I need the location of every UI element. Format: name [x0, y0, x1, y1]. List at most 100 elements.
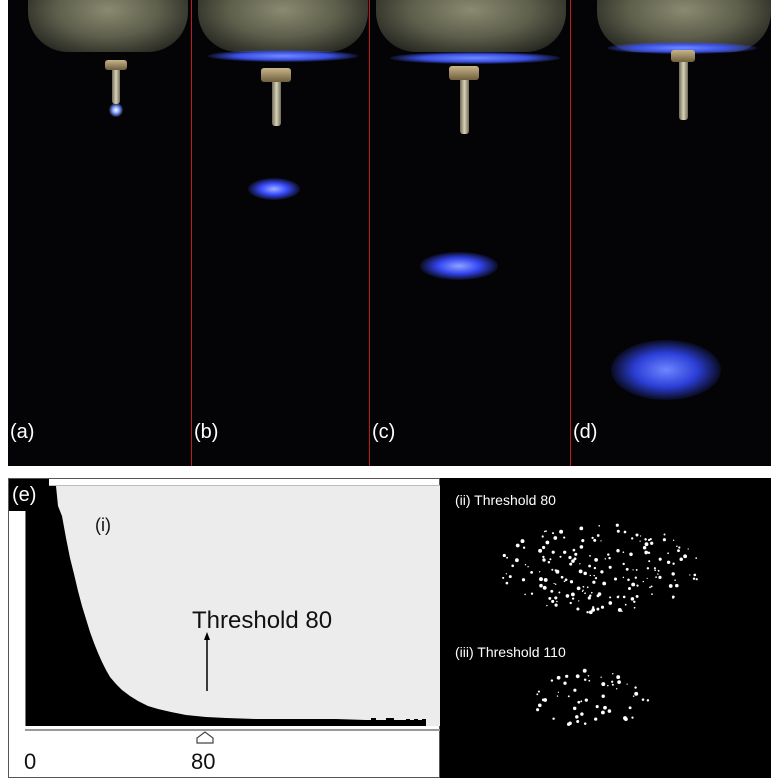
speckle: [559, 555, 562, 558]
speckle: [648, 560, 651, 563]
speckle: [598, 524, 601, 527]
speckle: [617, 680, 621, 684]
speckle: [550, 589, 554, 593]
speckle: [621, 610, 623, 613]
speckle: [521, 578, 526, 582]
speckle: [622, 562, 625, 566]
speckle: [522, 546, 526, 549]
speckle: [536, 708, 540, 712]
analysis-section: (e) (i) Threshold 80 0 80 (ii) Threshold…: [8, 478, 771, 778]
panel-c: (c): [370, 0, 570, 466]
speckle: [693, 573, 697, 577]
speckle: [541, 698, 545, 702]
speckle: [608, 601, 613, 605]
needle: [460, 80, 469, 134]
speckle: [633, 600, 636, 604]
speckle: [635, 568, 638, 571]
speckle: [586, 586, 589, 589]
speckle: [655, 576, 657, 578]
speckle: [553, 536, 558, 540]
speckle: [644, 542, 649, 547]
speckle: [672, 562, 675, 565]
speckle: [651, 593, 653, 595]
threshold-80-title: (ii) Threshold 80: [455, 492, 556, 508]
speckle: [679, 557, 683, 562]
axis-min-label: 0: [24, 749, 37, 774]
speckle: [600, 540, 602, 542]
speckle: [566, 722, 571, 726]
tip-glow: [109, 103, 123, 117]
speckle: [515, 558, 519, 563]
plasma-spot: [420, 252, 498, 280]
speckle: [582, 585, 585, 588]
speckle: [578, 600, 580, 602]
speckle: [626, 683, 628, 685]
speckle: [576, 607, 580, 611]
speckle: [553, 582, 555, 585]
speckle: [589, 574, 592, 577]
spinneret-body: [376, 0, 566, 52]
speckle: [506, 556, 509, 559]
speckle: [654, 569, 656, 572]
speckle: [542, 545, 546, 550]
speckle: [646, 577, 648, 579]
speckle: [505, 573, 508, 575]
speckle: [631, 582, 636, 587]
speckle: [552, 717, 555, 720]
rim-glow: [607, 42, 757, 54]
speckle: [630, 597, 635, 601]
speckle: [608, 565, 612, 569]
speckle: [569, 562, 573, 566]
speckle: [671, 595, 675, 599]
speckle: [582, 668, 587, 673]
speckle: [601, 694, 605, 698]
speckle: [539, 577, 543, 582]
speckle: [587, 675, 590, 677]
speckle: [557, 691, 560, 693]
speckle: [554, 603, 558, 607]
speckle: [580, 712, 584, 716]
speckle: [596, 607, 600, 611]
speckle: [591, 608, 596, 612]
speckle: [683, 554, 688, 559]
speckle: [593, 566, 597, 570]
speckle: [563, 550, 567, 554]
speckle: [622, 551, 625, 553]
speckle: [674, 579, 676, 581]
speckle: [575, 715, 579, 719]
speckle: [505, 581, 509, 585]
panel-label: (d): [573, 421, 598, 443]
speckle: [600, 570, 604, 574]
speckle: [617, 607, 622, 612]
speckle: [584, 698, 588, 702]
speckle: [542, 558, 546, 562]
speckle: [592, 580, 596, 584]
speckle: [611, 680, 614, 683]
speckle: [609, 596, 612, 599]
speckle: [629, 552, 633, 557]
speckle: [524, 564, 527, 566]
speckle: [551, 599, 555, 603]
speckle: [572, 706, 577, 711]
threshold-110-title: (iii) Threshold 110: [455, 644, 566, 660]
speckle: [647, 551, 651, 555]
speckle: [520, 539, 525, 544]
speckle: [551, 568, 554, 571]
speckle: [579, 545, 584, 549]
speckle: [618, 595, 620, 597]
panel-divider: [191, 0, 192, 466]
speckle: [577, 700, 581, 704]
speckle: [672, 539, 675, 541]
speckle: [594, 717, 598, 721]
speckle: [583, 678, 587, 682]
speckle: [671, 572, 675, 576]
speckle: [695, 557, 698, 559]
speckle: [572, 548, 576, 552]
speckle: [550, 679, 554, 682]
speckle: [615, 688, 618, 690]
speckle: [644, 538, 647, 541]
speckle: [579, 563, 581, 565]
speckle: [580, 700, 583, 703]
speckle: [635, 533, 639, 537]
speckle: [524, 593, 526, 596]
